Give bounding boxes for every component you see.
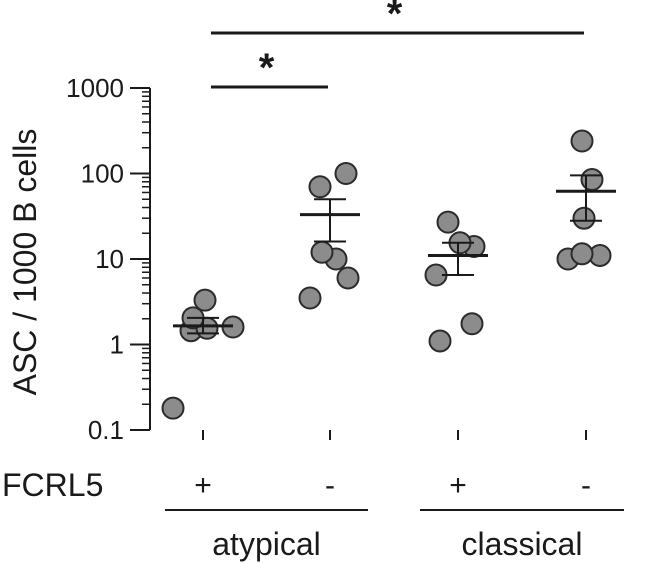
fcrl5-row-label: FCRL5 [2, 467, 103, 503]
data-point [334, 162, 358, 185]
data-point [572, 206, 596, 230]
y-tick-label: 0.1 [88, 415, 124, 445]
fcrl5-sign-label: + [449, 469, 467, 502]
significance-star: * [387, 0, 403, 36]
data-point [308, 175, 332, 199]
category-label: classical [462, 526, 583, 562]
data-point [310, 240, 334, 264]
category-label: atypical [212, 526, 321, 562]
data-point [570, 242, 594, 266]
fcrl5-sign-label: + [194, 469, 212, 502]
y-tick-label: 1 [110, 330, 124, 360]
fcrl5-sign-label: - [581, 469, 591, 502]
data-point [570, 129, 594, 153]
data-point [193, 288, 217, 312]
data-point [460, 312, 484, 336]
fcrl5-sign-label: - [325, 469, 335, 502]
data-point [428, 329, 452, 353]
y-tick-label: 100 [81, 159, 124, 189]
y-axis-label: ASC / 1000 B cells [7, 129, 43, 396]
y-tick-label: 10 [95, 244, 124, 274]
data-point [161, 396, 185, 420]
significance-star: * [259, 46, 275, 90]
data-point [436, 210, 460, 234]
y-tick-label: 1000 [66, 73, 124, 103]
data-point [298, 286, 322, 310]
data-point [336, 266, 360, 290]
data-point [580, 168, 604, 192]
